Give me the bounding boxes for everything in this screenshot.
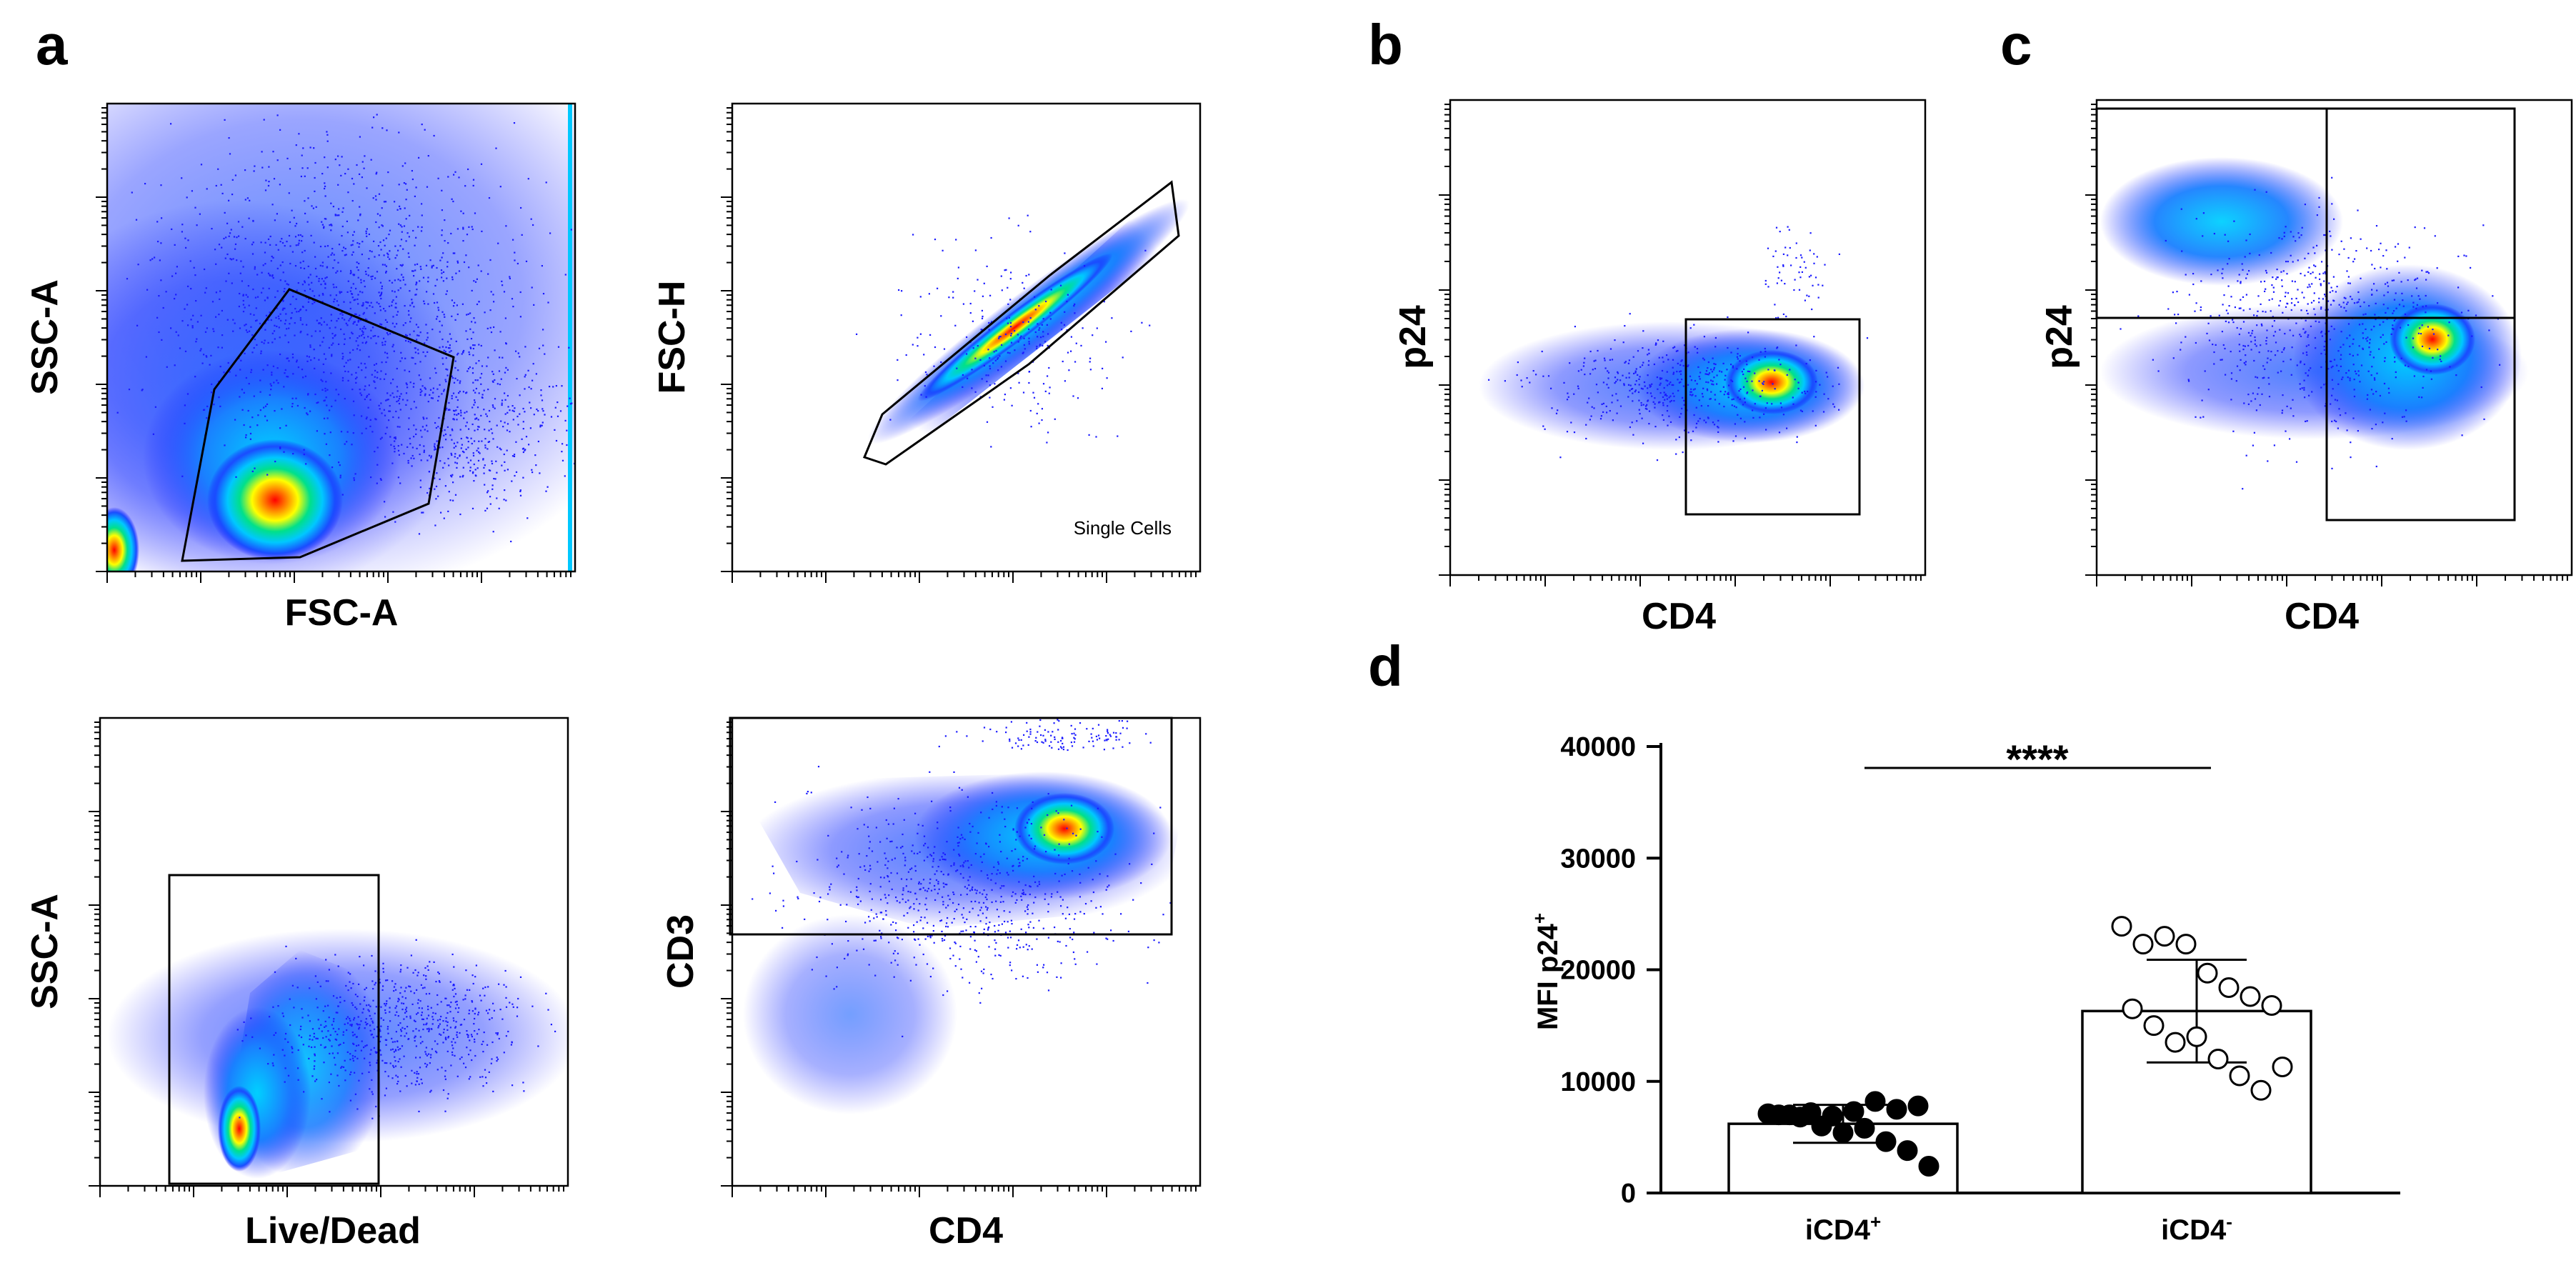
y-tick-label: 30000	[1560, 844, 1636, 874]
gate-single-cells	[862, 180, 1180, 466]
data-point	[2207, 1049, 2229, 1069]
panel-label-c: c	[2000, 13, 2032, 76]
flow-plot-c-cd4-p24: CD4 p24	[2039, 99, 2573, 637]
data-point	[2154, 926, 2175, 947]
data-point	[2197, 962, 2218, 984]
data-point	[1864, 1091, 1886, 1112]
data-point	[2240, 986, 2261, 1007]
data-point	[2143, 1015, 2165, 1037]
data-point	[2175, 934, 2197, 955]
data-point	[2111, 916, 2132, 937]
scatter-dots	[1488, 226, 1869, 461]
gate-annotation: Single Cells	[1074, 517, 1172, 539]
gate-lymphocytes	[181, 288, 455, 562]
data-point	[1789, 1107, 1811, 1128]
x-axis-label: CD4	[929, 1210, 1003, 1252]
scatter-dots	[856, 214, 1151, 448]
category-label-icd4-neg: iCD4-	[2161, 1211, 2232, 1246]
flow-plot-b-cd4-p24: CD4 p24	[1392, 99, 1927, 637]
data-point	[1811, 1115, 1832, 1137]
gate-icd4-positive	[1684, 318, 1861, 516]
data-point	[1843, 1101, 1864, 1122]
data-point	[2132, 934, 2154, 955]
axis-ticks	[1439, 104, 1922, 586]
data-point	[1768, 1104, 1789, 1126]
scatter-dots	[752, 718, 1172, 1037]
flow-plot-fsc-ssc: FSC-A SSC-A	[24, 102, 576, 634]
panel-label-b: b	[1368, 13, 1403, 76]
flow-plot-cd4-cd3: CD4 CD3	[660, 717, 1202, 1252]
y-tick-label: 40000	[1560, 732, 1636, 762]
axis-ticks	[721, 721, 1197, 1197]
data-point	[2250, 1079, 2272, 1101]
y-tick-label: 10000	[1560, 1067, 1636, 1097]
gate-live-cells	[168, 874, 380, 1185]
data-point	[1918, 1156, 1940, 1177]
y-axis-label: SSC-A	[24, 894, 66, 1009]
axis-ticks	[2085, 104, 2568, 586]
flow-plot-live-dead: Live/Dead SSC-A	[24, 717, 569, 1252]
x-axis-label: CD4	[2285, 596, 2359, 637]
y-axis-label: CD3	[660, 914, 702, 989]
y-axis-label: MFI p24+	[1529, 913, 1564, 1030]
y-tick-label: 0	[1621, 1179, 1636, 1209]
y-ticks: 0 10000 20000 30000 40000	[1560, 732, 1661, 1209]
bars	[1727, 916, 2312, 1194]
x-axis-label: CD4	[1642, 596, 1716, 637]
y-axis-label: p24	[1392, 305, 1434, 369]
scatter-dots	[116, 114, 575, 543]
panel-label-a: a	[36, 13, 68, 76]
axis-ticks	[721, 106, 1197, 583]
data-point	[1832, 1122, 1854, 1144]
scatter-dots	[2120, 176, 2501, 490]
y-axis-label: SSC-A	[24, 279, 66, 395]
data-point	[1886, 1099, 1907, 1120]
data-point	[2229, 1065, 2250, 1087]
gate-q3	[2325, 316, 2516, 521]
y-axis-label: FSC-H	[652, 281, 693, 394]
data-point	[1897, 1140, 1918, 1162]
data-point	[2272, 1056, 2293, 1077]
category-label-icd4-pos: iCD4+	[1805, 1211, 1881, 1246]
bar-chart-mfi-p24: 0 10000 20000 30000 40000 MFI p24+ **** iCD4…	[1529, 732, 2400, 1246]
scatter-dots	[236, 939, 556, 1119]
data-point	[2218, 977, 2240, 998]
data-point	[2186, 1026, 2207, 1047]
x-axis-label: FSC-A	[285, 592, 399, 634]
significance-label: ****	[2006, 737, 2068, 782]
data-point	[2165, 1032, 2186, 1053]
data-point	[1875, 1131, 1897, 1152]
data-point	[2261, 995, 2282, 1016]
data-point	[2122, 998, 2143, 1019]
x-axis-label: Live/Dead	[245, 1210, 421, 1252]
data-point	[1854, 1117, 1875, 1139]
y-tick-label: 20000	[1560, 956, 1636, 986]
panel-label-d: d	[1368, 634, 1403, 698]
axis-ticks	[89, 721, 565, 1197]
axis-ticks	[96, 106, 572, 583]
y-axis-label: p24	[2039, 305, 2080, 369]
data-point	[1907, 1095, 1929, 1117]
flow-plot-singlets: Single Cells FSC-H	[652, 102, 1202, 583]
